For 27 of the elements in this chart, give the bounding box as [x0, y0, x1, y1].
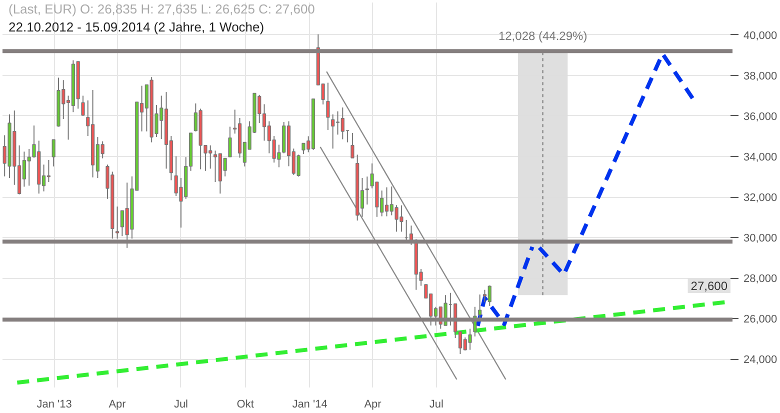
text: 22.10.2012 - 15.09.2014 (2 Jahre, 1 Woche)	[8, 20, 264, 34]
x-tick-label: Jul	[174, 398, 188, 410]
candlestick	[350, 132, 354, 158]
candlestick	[365, 176, 369, 206]
y-tick-label: 38,000	[744, 70, 778, 82]
candlestick	[326, 82, 330, 130]
y-tick-label: 32,000	[744, 192, 778, 204]
x-tick-label: Okt	[236, 398, 254, 410]
annotation: 27,600	[690, 279, 728, 293]
chart-title: (Last, EUR) O: 26,835 H: 27,635 L: 26,625 C: 27,600	[8, 2, 315, 16]
annotation: 12,028 (44.29%)	[498, 29, 588, 44]
x-tick-label: Jul	[429, 398, 444, 410]
y-tick-label: 36,000	[744, 110, 778, 123]
y-tick-label: 30,000	[744, 232, 778, 245]
candlestick	[81, 95, 85, 116]
y-tick-label: 26,000	[744, 314, 778, 326]
candlestick	[228, 126, 232, 158]
x-tick-label: Jan '14	[292, 398, 328, 410]
y-tick-label: 24,000	[744, 354, 778, 366]
x-tick-label: Apr	[108, 398, 126, 410]
x-tick-label: Apr	[364, 398, 382, 410]
candlestick	[52, 139, 56, 167]
candlestick	[115, 206, 120, 240]
x-tick-label: Jan '13	[36, 398, 72, 410]
y-tick-label: 34,000	[744, 152, 778, 164]
y-tick-label: 28,000	[744, 273, 778, 286]
y-tick-label: 40,000	[744, 30, 778, 42]
